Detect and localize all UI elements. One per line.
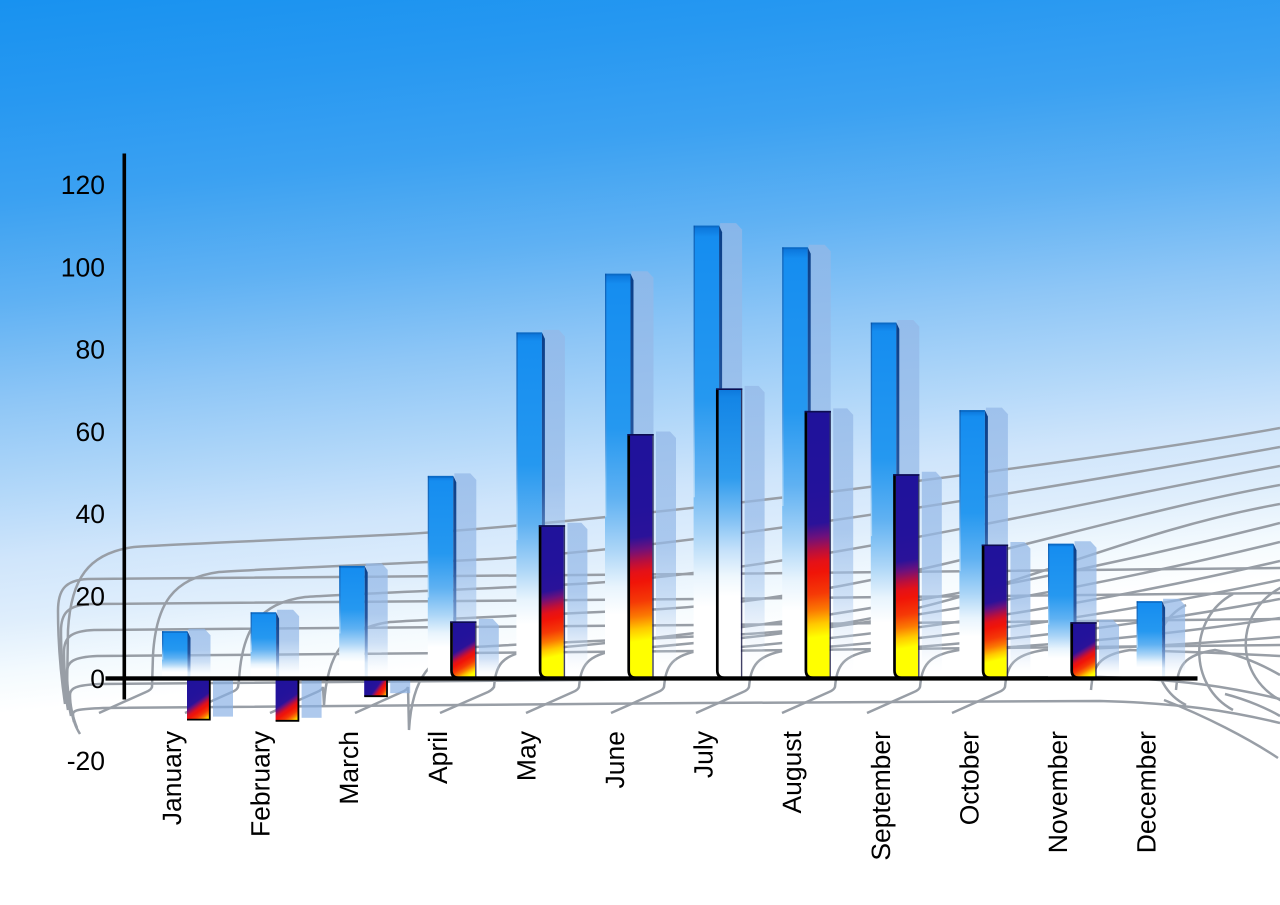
svg-text:June: June	[600, 731, 630, 788]
svg-text:July: July	[689, 730, 719, 778]
svg-text:May: May	[511, 730, 541, 781]
svg-text:March: March	[334, 731, 364, 805]
svg-text:September: September	[866, 731, 896, 861]
svg-text:120: 120	[61, 170, 105, 200]
svg-text:80: 80	[76, 335, 105, 365]
svg-text:60: 60	[76, 417, 105, 447]
svg-text:40: 40	[76, 499, 105, 529]
svg-text:November: November	[1043, 731, 1073, 853]
svg-text:20: 20	[76, 582, 105, 612]
svg-text:August: August	[777, 730, 807, 813]
svg-text:January: January	[157, 730, 187, 825]
svg-text:December: December	[1132, 731, 1162, 853]
svg-text:October: October	[954, 731, 984, 825]
svg-text:-20: -20	[67, 746, 105, 776]
svg-text:0: 0	[90, 664, 105, 694]
svg-text:February: February	[246, 730, 276, 837]
svg-text:April: April	[423, 731, 453, 784]
svg-text:100: 100	[61, 252, 105, 282]
